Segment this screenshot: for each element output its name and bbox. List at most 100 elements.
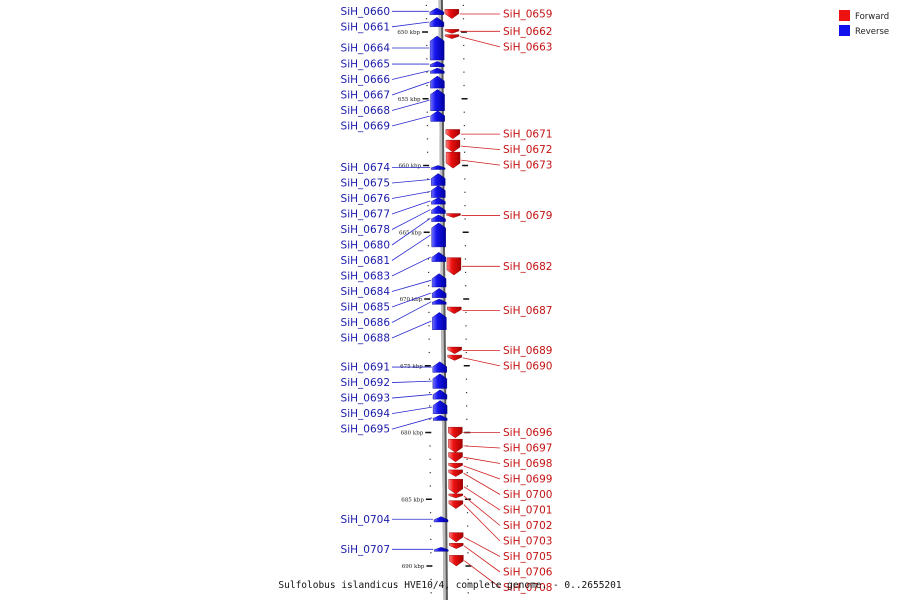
forward-gene-label[interactable]: SiH_0702 (503, 520, 552, 532)
reverse-gene-label[interactable]: SiH_0688 (341, 333, 390, 345)
reverse-gene-label[interactable]: SiH_0675 (341, 178, 390, 190)
reverse-gene-label[interactable]: SiH_0691 (341, 362, 390, 374)
forward-gene-label[interactable]: SiH_0690 (503, 360, 552, 372)
tick-label: 680 kbp (401, 431, 424, 437)
reverse-gene-arrow (432, 389, 448, 400)
minor-dot (426, 84, 428, 87)
forward-gene-label[interactable]: SiH_0706 (503, 567, 553, 579)
forward-gene-arrow (445, 129, 461, 140)
reverse-gene-arrow (429, 35, 445, 61)
reverse-gene-label[interactable]: SiH_0684 (341, 286, 391, 298)
forward-gene-label[interactable]: SiH_0679 (503, 210, 552, 222)
leader-line (391, 81, 430, 96)
reverse-gene-label[interactable]: SiH_0665 (341, 59, 390, 71)
forward-gene-arrow (448, 479, 463, 495)
reverse-gene-label[interactable]: SiH_0676 (341, 193, 391, 205)
forward-gene-arrow (444, 34, 460, 39)
minor-dot (465, 338, 467, 340)
reverse-gene-arrow (430, 110, 445, 122)
reverse-gene-arrow (432, 312, 447, 330)
minor-dot (467, 578, 469, 581)
forward-gene-label[interactable]: SiH_0689 (503, 345, 552, 357)
minor-dot (463, 71, 465, 73)
minor-dot (428, 285, 430, 287)
forward-gene-arrow (448, 438, 463, 453)
forward-gene-arrow (447, 354, 462, 361)
forward-gene-label[interactable]: SiH_0701 (503, 505, 552, 517)
reverse-gene-label[interactable]: SiH_0683 (341, 271, 390, 283)
leader-line (391, 292, 432, 308)
tick-label: 655 kbp (398, 97, 421, 103)
reverse-gene-label[interactable]: SiH_0680 (341, 240, 390, 252)
reverse-gene-label[interactable]: SiH_0681 (341, 255, 390, 267)
minor-dot (465, 285, 467, 287)
forward-gene-label[interactable]: SiH_0700 (503, 489, 552, 501)
reverse-gene-arrow (429, 7, 445, 15)
minor-dot (427, 218, 429, 220)
reverse-gene-label[interactable]: SiH_0695 (341, 424, 390, 436)
reverse-gene-label[interactable]: SiH_0669 (341, 121, 390, 133)
reverse-gene-label[interactable]: SiH_0674 (341, 162, 391, 174)
forward-gene-label[interactable]: SiH_0682 (503, 261, 552, 273)
forward-gene-label[interactable]: SiH_0663 (503, 41, 552, 53)
reverse-gene-label[interactable]: SiH_0686 (341, 317, 391, 329)
reverse-gene-arrow (431, 214, 446, 222)
forward-gene-label[interactable]: SiH_0698 (503, 458, 552, 470)
leader-line (463, 504, 501, 542)
forward-gene-label[interactable]: SiH_0673 (503, 160, 552, 172)
leader-line (391, 301, 432, 323)
reverse-gene-label[interactable]: SiH_0660 (341, 6, 390, 18)
forward-gene-label[interactable]: SiH_0672 (503, 144, 552, 156)
reverse-gene-label[interactable]: SiH_0692 (341, 377, 390, 389)
minor-dot (427, 271, 430, 273)
leader-line (460, 145, 501, 151)
forward-gene-arrow (445, 139, 461, 153)
forward-gene-label[interactable]: SiH_0705 (503, 551, 552, 563)
forward-gene-arrow (447, 306, 462, 314)
forward-gene-label[interactable]: SiH_0687 (503, 305, 552, 317)
forward-gene-label[interactable]: SiH_0696 (503, 427, 553, 439)
forward-gene-label[interactable]: SiH_0659 (503, 8, 552, 20)
leader-line (463, 486, 501, 511)
forward-gene-label[interactable]: SiH_0708 (503, 582, 552, 594)
leader-line (463, 495, 501, 526)
reverse-gene-arrow (429, 17, 445, 27)
reverse-gene-label[interactable]: SiH_0678 (341, 224, 390, 236)
leader-line (463, 545, 501, 573)
reverse-gene-arrow (430, 61, 445, 67)
reverse-gene-arrow (432, 373, 448, 389)
minor-dot (429, 405, 431, 407)
leader-line (462, 357, 501, 367)
reverse-gene-label[interactable]: SiH_0668 (341, 105, 390, 117)
minor-dot (466, 472, 468, 474)
reverse-gene-label[interactable]: SiH_0677 (341, 209, 390, 221)
reverse-gene-label[interactable]: SiH_0664 (341, 43, 391, 55)
forward-gene-label[interactable]: SiH_0697 (503, 443, 552, 455)
reverse-gene-arrow (434, 547, 449, 552)
reverse-gene-label[interactable]: SiH_0694 (341, 408, 391, 420)
leader-line (461, 159, 501, 166)
reverse-gene-label[interactable]: SiH_0693 (341, 393, 390, 405)
forward-gene-arrow (445, 151, 461, 169)
reverse-gene-label[interactable]: SiH_0685 (341, 302, 390, 314)
minor-dot (430, 538, 432, 540)
minor-dot (464, 178, 466, 180)
reverse-gene-arrow (432, 298, 447, 305)
leader-line (391, 99, 430, 111)
forward-gene-label[interactable]: SiH_0703 (503, 536, 552, 548)
reverse-gene-label[interactable]: SiH_0707 (341, 544, 390, 556)
minor-dot (429, 458, 431, 460)
forward-gene-label[interactable]: SiH_0671 (503, 129, 552, 141)
minor-dot (429, 418, 431, 420)
reverse-gene-arrow (432, 414, 448, 421)
forward-gene-label[interactable]: SiH_0662 (503, 26, 552, 38)
reverse-gene-label[interactable]: SiH_0667 (341, 90, 390, 102)
reverse-gene-label[interactable]: SiH_0704 (341, 514, 391, 526)
reverse-gene-label[interactable]: SiH_0661 (341, 21, 390, 33)
forward-gene-label[interactable]: SiH_0699 (503, 474, 552, 486)
minor-dot (465, 325, 467, 327)
reverse-gene-label[interactable]: SiH_0666 (341, 74, 391, 86)
minor-dot (463, 124, 465, 127)
minor-dot (428, 311, 430, 314)
leader-line (391, 179, 431, 184)
